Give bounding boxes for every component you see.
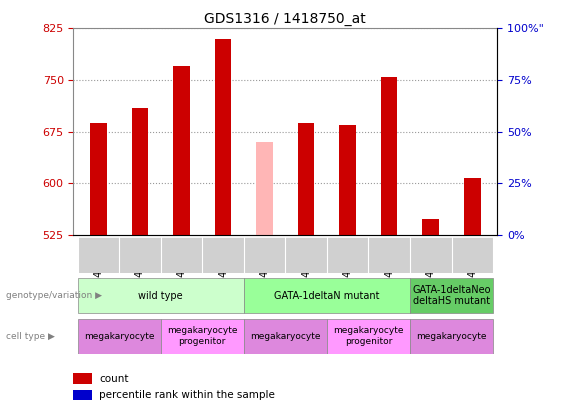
Bar — [464, 178, 481, 235]
Bar — [423, 219, 439, 235]
Bar — [257, 142, 273, 235]
FancyBboxPatch shape — [410, 237, 451, 273]
FancyBboxPatch shape — [285, 237, 327, 273]
Bar — [72, 373, 92, 384]
Text: megakaryocyte: megakaryocyte — [250, 332, 320, 341]
FancyBboxPatch shape — [244, 319, 327, 354]
FancyBboxPatch shape — [327, 237, 368, 273]
Bar — [340, 125, 356, 235]
FancyBboxPatch shape — [119, 237, 160, 273]
Text: percentile rank within the sample: percentile rank within the sample — [99, 390, 275, 400]
Text: megakaryocyte
progenitor: megakaryocyte progenitor — [167, 326, 237, 346]
Bar — [298, 123, 314, 235]
FancyBboxPatch shape — [77, 319, 160, 354]
Bar — [132, 108, 148, 235]
Text: count: count — [99, 374, 128, 384]
FancyBboxPatch shape — [244, 237, 285, 273]
FancyBboxPatch shape — [410, 319, 493, 354]
Bar — [215, 39, 231, 235]
Bar — [90, 123, 107, 235]
Text: cell type ▶: cell type ▶ — [6, 332, 55, 341]
Bar — [173, 66, 190, 235]
Text: wild type: wild type — [138, 291, 183, 301]
FancyBboxPatch shape — [410, 278, 493, 313]
Text: megakaryocyte
progenitor: megakaryocyte progenitor — [333, 326, 403, 346]
FancyBboxPatch shape — [160, 319, 244, 354]
FancyBboxPatch shape — [244, 278, 410, 313]
Text: megakaryocyte: megakaryocyte — [416, 332, 487, 341]
FancyBboxPatch shape — [77, 237, 119, 273]
Bar — [72, 390, 92, 400]
FancyBboxPatch shape — [160, 237, 202, 273]
Text: GATA-1deltaNeo
deltaHS mutant: GATA-1deltaNeo deltaHS mutant — [412, 285, 491, 307]
FancyBboxPatch shape — [451, 237, 493, 273]
Text: genotype/variation ▶: genotype/variation ▶ — [6, 291, 102, 300]
FancyBboxPatch shape — [368, 237, 410, 273]
FancyBboxPatch shape — [327, 319, 410, 354]
Text: megakaryocyte: megakaryocyte — [84, 332, 154, 341]
FancyBboxPatch shape — [202, 237, 244, 273]
FancyBboxPatch shape — [77, 278, 244, 313]
Text: GATA-1deltaN mutant: GATA-1deltaN mutant — [274, 291, 380, 301]
Bar — [381, 77, 398, 235]
Title: GDS1316 / 1418750_at: GDS1316 / 1418750_at — [205, 12, 366, 26]
